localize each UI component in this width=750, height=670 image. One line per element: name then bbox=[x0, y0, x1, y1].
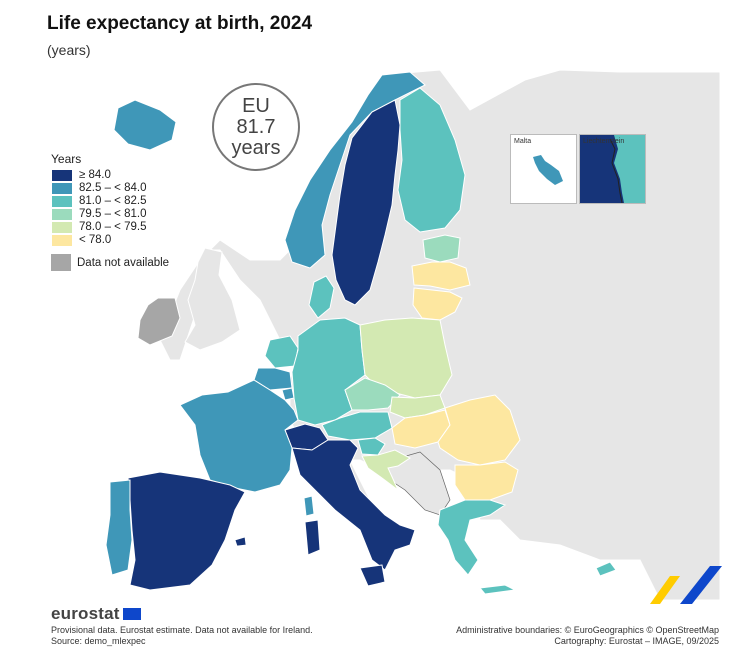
legend-swatch bbox=[51, 233, 73, 247]
inset-malta[interactable]: Malta bbox=[510, 134, 577, 204]
legend-label: 79.5 – < 81.0 bbox=[79, 208, 147, 220]
legend-label: ≥ 84.0 bbox=[79, 169, 111, 181]
country-luxembourg[interactable] bbox=[281, 387, 295, 401]
legend-swatch bbox=[51, 181, 73, 195]
legend-label: 82.5 – < 84.0 bbox=[79, 182, 147, 194]
country-slovenia[interactable] bbox=[357, 437, 386, 456]
liechtenstein-inset-map bbox=[580, 135, 645, 203]
country-italy-sardinia[interactable] bbox=[304, 519, 321, 556]
country-romania[interactable] bbox=[437, 394, 521, 466]
eu-badge-value: 81.7 bbox=[236, 115, 276, 138]
legend-swatch bbox=[51, 168, 73, 182]
blue-stripe bbox=[680, 566, 722, 604]
legend-item: < 78.0 bbox=[51, 233, 169, 247]
country-latvia[interactable] bbox=[411, 261, 471, 291]
inset-liechtenstein[interactable]: Liechtenstein bbox=[579, 134, 646, 204]
country-denmark[interactable] bbox=[308, 275, 335, 319]
legend-item: 79.5 – < 81.0 bbox=[51, 207, 169, 221]
legend-swatch bbox=[51, 207, 73, 221]
country-spain-balearic[interactable] bbox=[234, 536, 247, 547]
country-spain[interactable] bbox=[127, 471, 246, 591]
legend-label: 78.0 – < 79.5 bbox=[79, 221, 147, 233]
legend-label: < 78.0 bbox=[79, 234, 112, 246]
footer-credit-cartography: Cartography: Eurostat – IMAGE, 09/2025 bbox=[554, 636, 719, 646]
footer-source: Source: demo_mlexpec bbox=[51, 636, 146, 646]
country-iceland[interactable] bbox=[113, 99, 177, 151]
yellow-stripe bbox=[650, 576, 680, 604]
country-cyprus[interactable] bbox=[595, 561, 617, 577]
country-italy[interactable] bbox=[291, 439, 416, 571]
legend-label: 81.0 – < 82.5 bbox=[79, 195, 147, 207]
legend-swatch bbox=[51, 220, 73, 234]
legend-item-not-available: Data not available bbox=[51, 254, 169, 271]
uk-landmass bbox=[184, 247, 241, 351]
legend-title: Years bbox=[51, 152, 82, 166]
eurostat-logo: eurostat bbox=[51, 604, 141, 624]
eurostat-logo-text: eurostat bbox=[51, 604, 120, 623]
country-slovakia[interactable] bbox=[389, 394, 446, 419]
inset-label: Malta bbox=[514, 138, 532, 145]
country-netherlands[interactable] bbox=[264, 335, 299, 369]
country-portugal[interactable] bbox=[105, 479, 133, 576]
country-greece-crete[interactable] bbox=[479, 584, 517, 595]
country-greece[interactable] bbox=[437, 499, 507, 576]
footer-note: Provisional data. Eurostat estimate. Dat… bbox=[51, 625, 313, 635]
country-liechtenstein[interactable] bbox=[580, 135, 624, 203]
legend-item: 82.5 – < 84.0 bbox=[51, 181, 169, 195]
map-title: Life expectancy at birth, 2024 bbox=[47, 13, 313, 34]
decorative-stripes bbox=[650, 566, 722, 604]
eu-badge-unit: years bbox=[231, 136, 281, 159]
inset-label: Liechtenstein bbox=[583, 138, 625, 145]
country-italy-sicily[interactable] bbox=[359, 564, 386, 587]
eu-badge-line1: EU bbox=[242, 94, 270, 117]
legend-swatch bbox=[51, 194, 73, 208]
malta-inset-map bbox=[533, 155, 563, 185]
map-legend: Years ≥ 84.0 82.5 – < 84.0 81.0 – < 82.5… bbox=[51, 152, 169, 271]
map-subtitle: (years) bbox=[47, 42, 91, 58]
eu-average-badge: EU 81.7 years bbox=[212, 83, 300, 171]
country-finland[interactable] bbox=[397, 87, 466, 233]
footer-credit-boundaries: Administrative boundaries: © EuroGeograp… bbox=[456, 625, 719, 635]
country-lithuania[interactable] bbox=[412, 287, 463, 321]
country-estonia[interactable] bbox=[422, 234, 461, 263]
country-bulgaria[interactable] bbox=[454, 461, 519, 501]
country-croatia[interactable] bbox=[361, 449, 411, 491]
country-france-corsica[interactable] bbox=[303, 495, 315, 517]
eu-flag-icon bbox=[122, 607, 141, 620]
country-ireland[interactable] bbox=[137, 297, 181, 346]
legend-swatch-na bbox=[51, 254, 71, 271]
legend-item: 78.0 – < 79.5 bbox=[51, 220, 169, 234]
country-malta[interactable] bbox=[533, 155, 563, 185]
country-france[interactable] bbox=[179, 379, 299, 493]
footer-credits: Administrative boundaries: © EuroGeograp… bbox=[456, 625, 719, 647]
footer-notes: Provisional data. Eurostat estimate. Dat… bbox=[51, 625, 313, 647]
legend-item: ≥ 84.0 bbox=[51, 168, 169, 182]
country-sweden[interactable] bbox=[331, 99, 401, 306]
border-line bbox=[609, 138, 623, 203]
legend-item: 81.0 – < 82.5 bbox=[51, 194, 169, 208]
legend-label-na: Data not available bbox=[77, 256, 170, 269]
